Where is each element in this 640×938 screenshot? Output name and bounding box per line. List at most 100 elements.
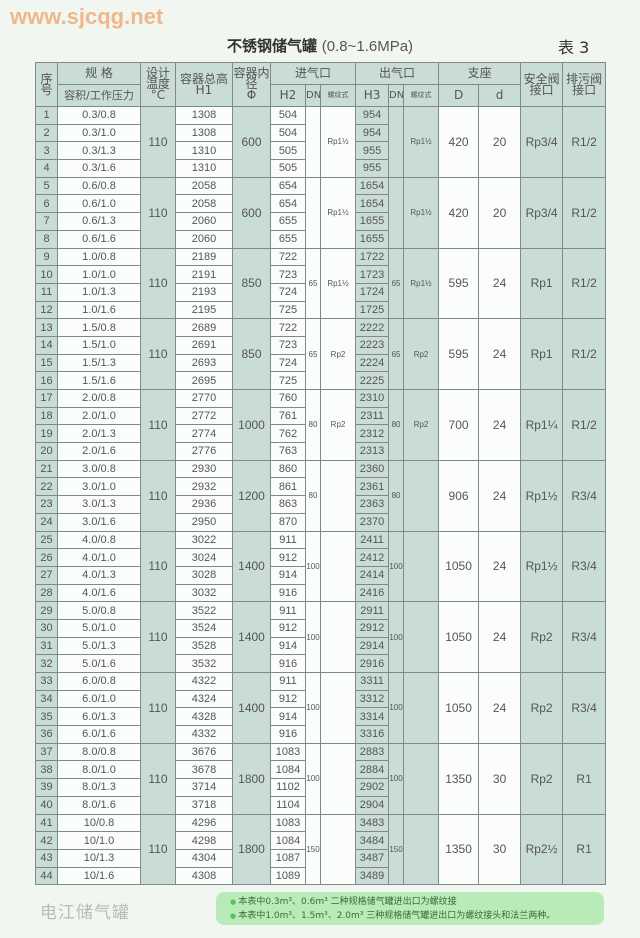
cell-h2: 912 [270, 618, 306, 638]
cell-spec: 8.0/1.3 [57, 778, 141, 797]
cell-outlet-thread [403, 601, 440, 673]
cell-h3: 2310 [355, 389, 390, 408]
table-row: 27 4.0/1.3 3028 914 2414 [35, 565, 606, 585]
cell-diameter: 1400 [232, 530, 271, 603]
cell-drain-valve: R3/4 [562, 530, 607, 603]
cell-outlet-thread [403, 672, 440, 744]
cell-h1: 3718 [175, 795, 233, 815]
cell-inlet-dn: 100 [305, 601, 321, 673]
cell-h2: 723 [270, 265, 306, 284]
cell-h1: 2936 [175, 495, 233, 514]
cell-seq: 20 [35, 442, 58, 461]
header-h1-label: 容器总高 [179, 71, 228, 86]
cell-seq: 31 [35, 636, 58, 656]
cell-h1: 4304 [175, 848, 233, 868]
cell-inlet-thread [319, 459, 357, 532]
cell-seq: 1 [35, 106, 58, 125]
cell-temp: 110 [140, 530, 176, 603]
cell-inlet-thread: Rp1½ [319, 247, 357, 320]
cell-h1: 2058 [175, 176, 233, 196]
cell-inlet-dn: 100 [305, 742, 321, 815]
cell-h1: 4324 [175, 689, 233, 709]
cell-h3: 2223 [355, 335, 390, 355]
cell-h3: 3483 [355, 813, 390, 833]
cell-h2: 1104 [270, 795, 306, 815]
cell-h2: 724 [270, 282, 306, 302]
cell-h3: 2360 [355, 459, 390, 479]
cell-h3: 2222 [355, 318, 390, 337]
cell-support-d: 30 [478, 742, 522, 815]
header-h3: H3 [355, 84, 390, 107]
cell-inlet-thread [319, 601, 357, 673]
cell-support-d: 24 [478, 672, 522, 744]
cell-h3: 2370 [355, 512, 390, 532]
cell-inlet-thread [319, 672, 357, 744]
footnote-2: 本表中1.0m³、1.5m³、2.0m³ 三种规格储气罐进出口为螺纹接头和法兰两… [230, 909, 604, 923]
cell-seq: 30 [35, 618, 58, 638]
table-number: 表 3 [558, 38, 590, 57]
cell-h3: 2225 [355, 371, 390, 390]
cell-spec: 1.5/0.8 [57, 318, 141, 337]
cell-spec: 2.0/0.8 [57, 389, 141, 408]
cell-h1: 2695 [175, 371, 233, 390]
cell-support-d: 24 [478, 601, 522, 673]
cell-h3: 2916 [355, 654, 390, 673]
cell-seq: 2 [35, 123, 58, 143]
cell-h1: 3022 [175, 530, 233, 550]
cell-safety-valve: Rp2 [520, 742, 564, 815]
header-temp-unit: °C [150, 88, 166, 102]
cell-h1: 4308 [175, 866, 233, 886]
cell-drain-valve: R1 [562, 813, 607, 886]
header-temp-label: 设计温度 [145, 66, 170, 91]
cell-temp: 110 [140, 459, 176, 532]
cell-drain-valve: R1/2 [562, 389, 607, 461]
cell-h2: 725 [270, 371, 306, 390]
cell-h3: 2313 [355, 442, 390, 461]
cell-h2: 763 [270, 442, 306, 461]
table-row: 10 1.0/1.0 2191 723 1723 [35, 265, 606, 284]
cell-h3: 3314 [355, 707, 390, 727]
header-seq: 序号 [35, 62, 58, 107]
cell-h3: 3312 [355, 689, 390, 709]
cell-h1: 3032 [175, 583, 233, 603]
table-row: 29 5.0/0.8 110 3522 1400 911 100 2911 100 1050 24 R… [35, 601, 607, 673]
cell-inlet-dn: 100 [305, 530, 321, 603]
cell-h1: 3528 [175, 636, 233, 656]
cell-spec: 0.3/1.3 [57, 141, 141, 161]
cell-h3: 954 [355, 123, 390, 143]
cell-h1: 3532 [175, 654, 233, 673]
cell-h2: 916 [270, 654, 306, 673]
cell-h1: 2932 [175, 477, 233, 497]
header-drain: 排污阀接口 [562, 62, 607, 107]
cell-diameter: 1800 [232, 813, 271, 886]
cell-seq: 18 [35, 406, 58, 426]
cell-spec: 0.6/1.6 [57, 229, 141, 249]
cell-h3: 1655 [355, 229, 390, 249]
cell-h1: 3676 [175, 742, 233, 762]
cell-h2: 911 [270, 601, 306, 620]
cell-spec: 1.5/1.0 [57, 335, 141, 355]
cell-h2: 655 [270, 229, 306, 249]
cell-diameter: 1400 [232, 601, 271, 673]
cell-inlet-dn [305, 106, 321, 178]
cell-outlet-thread: Rp1½ [403, 176, 440, 249]
cell-support-d: 24 [478, 318, 522, 390]
cell-inlet-dn: 100 [305, 672, 321, 744]
cell-outlet-thread: Rp2 [403, 318, 440, 390]
cell-h2: 505 [270, 159, 306, 178]
header-h1-sub: H1 [195, 82, 213, 97]
cell-spec: 5.0/1.3 [57, 636, 141, 656]
table-row: 4 0.3/1.6 1310 505 955 [35, 159, 606, 178]
cell-outlet-dn: 100 [388, 530, 405, 603]
cell-h2: 762 [270, 424, 306, 444]
cell-spec: 2.0/1.0 [57, 406, 141, 426]
cell-temp: 110 [140, 672, 176, 744]
cell-outlet-thread: Rp2 [403, 389, 440, 461]
cell-outlet-dn: 80 [388, 459, 405, 532]
footnote-1: 本表中0.3m³、0.6m³ 二种规格储气罐进出口为螺纹接 [230, 895, 604, 909]
cell-seq: 12 [35, 300, 58, 320]
cell-outlet-dn: 100 [388, 742, 405, 815]
cell-h3: 2902 [355, 778, 390, 797]
cell-h2: 1084 [270, 831, 306, 850]
cell-diameter: 600 [232, 176, 271, 249]
